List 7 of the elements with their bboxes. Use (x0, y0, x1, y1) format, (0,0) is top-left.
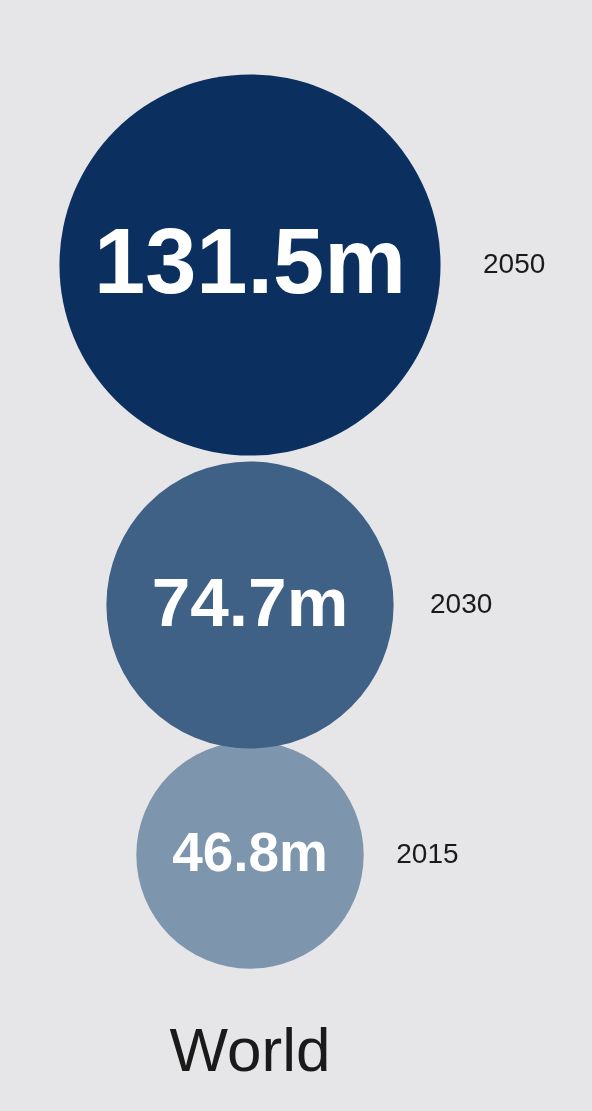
text: World (169, 1015, 331, 1084)
data-label: 131.5m (93, 210, 407, 312)
category-label: 2015 (396, 838, 459, 869)
category-label: 2030 (430, 588, 493, 619)
data-label: 74.7m (151, 563, 349, 641)
data-label: 46.8m (172, 821, 328, 883)
category-label: 2050 (483, 248, 546, 279)
